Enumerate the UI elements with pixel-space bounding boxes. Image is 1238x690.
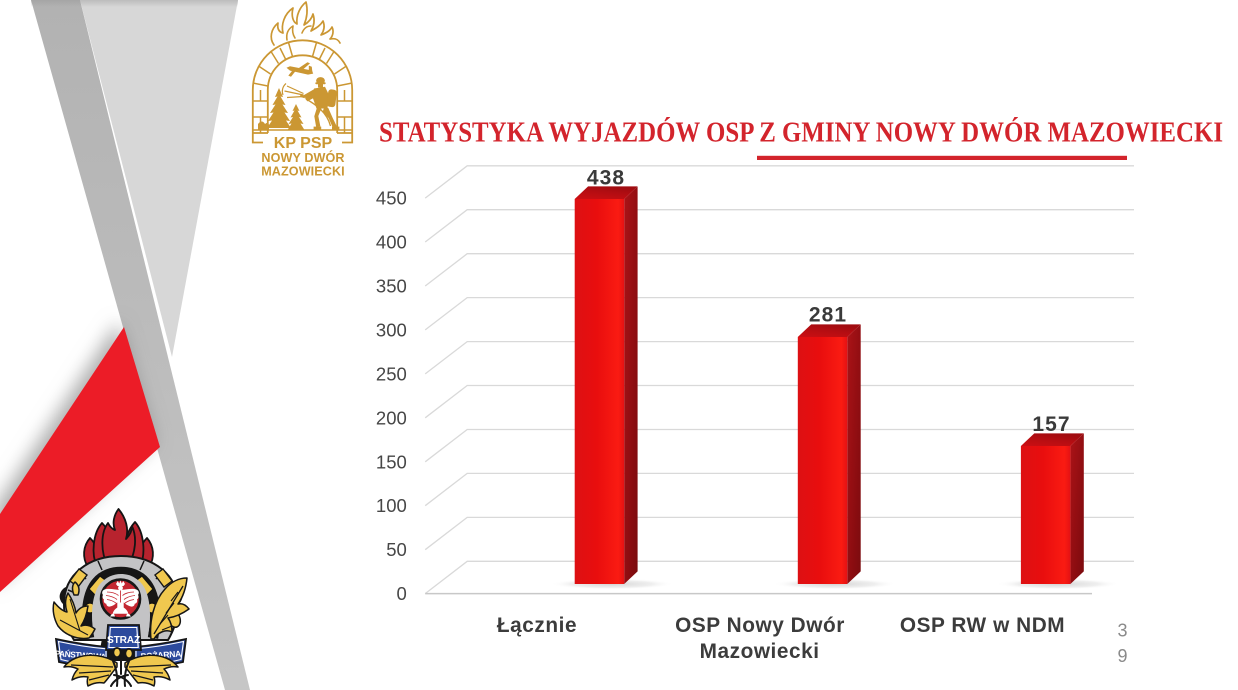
- svg-text:157: 157: [1032, 413, 1070, 436]
- svg-text:50: 50: [386, 539, 407, 560]
- svg-text:STATYSTYKA WYJAZDÓW OSP Z GMIN: STATYSTYKA WYJAZDÓW OSP Z GMINY NOWY DWÓ…: [379, 116, 1223, 149]
- svg-text:300: 300: [376, 319, 407, 340]
- svg-text:KP PSP: KP PSP: [274, 135, 333, 152]
- svg-text:NOWY DWÓR: NOWY DWÓR: [261, 150, 344, 165]
- svg-text:200: 200: [376, 407, 407, 428]
- svg-text:400: 400: [376, 232, 407, 253]
- svg-text:9: 9: [1117, 646, 1127, 666]
- svg-text:250: 250: [376, 363, 407, 384]
- svg-text:100: 100: [376, 495, 407, 516]
- svg-text:OSP Nowy Dwór: OSP Nowy Dwór: [675, 614, 845, 637]
- svg-text:350: 350: [376, 276, 407, 297]
- svg-text:OSP RW w NDM: OSP RW w NDM: [900, 614, 1065, 637]
- svg-text:0: 0: [397, 583, 407, 604]
- svg-text:438: 438: [587, 167, 625, 190]
- svg-text:281: 281: [809, 304, 847, 327]
- svg-text:150: 150: [376, 451, 407, 472]
- svg-text:MAZOWIECKI: MAZOWIECKI: [261, 165, 345, 179]
- svg-text:3: 3: [1117, 621, 1127, 641]
- svg-text:Łącznie: Łącznie: [497, 614, 577, 637]
- svg-text:STRAŻ: STRAŻ: [107, 633, 140, 646]
- svg-text:Mazowiecki: Mazowiecki: [700, 640, 820, 663]
- svg-text:450: 450: [376, 188, 407, 209]
